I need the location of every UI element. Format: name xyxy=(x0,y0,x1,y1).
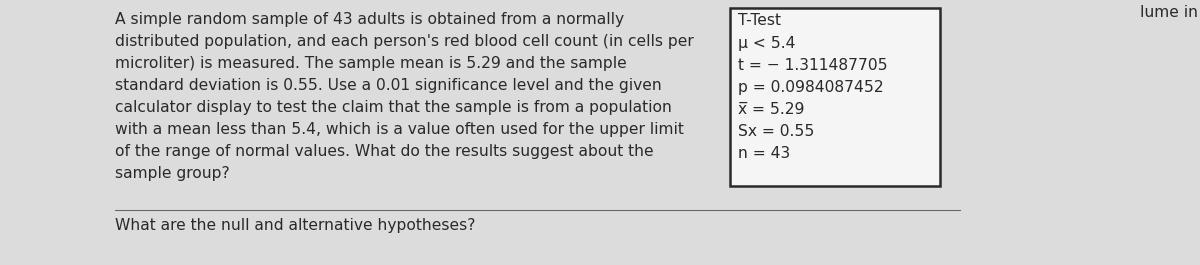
Text: t = − 1.311487705: t = − 1.311487705 xyxy=(738,58,888,73)
Text: lume in: lume in xyxy=(1140,5,1198,20)
Text: p = 0.0984087452: p = 0.0984087452 xyxy=(738,80,883,95)
Text: distributed population, and each person's red blood cell count (in cells per: distributed population, and each person'… xyxy=(115,34,694,49)
Text: standard deviation is 0.55. Use a 0.01 significance level and the given: standard deviation is 0.55. Use a 0.01 s… xyxy=(115,78,661,93)
Text: of the range of normal values. What do the results suggest about the: of the range of normal values. What do t… xyxy=(115,144,654,159)
Text: A simple random sample of 43 adults is obtained from a normally: A simple random sample of 43 adults is o… xyxy=(115,12,624,27)
Text: calculator display to test the claim that the sample is from a population: calculator display to test the claim tha… xyxy=(115,100,672,115)
Text: sample group?: sample group? xyxy=(115,166,229,181)
Bar xyxy=(730,8,940,186)
Text: x̅ = 5.29: x̅ = 5.29 xyxy=(738,102,804,117)
Text: μ < 5.4: μ < 5.4 xyxy=(738,36,796,51)
Text: T-Test: T-Test xyxy=(738,13,781,28)
Text: n = 43: n = 43 xyxy=(738,146,791,161)
Text: with a mean less than 5.4, which is a value often used for the upper limit: with a mean less than 5.4, which is a va… xyxy=(115,122,684,137)
Text: What are the null and alternative hypotheses?: What are the null and alternative hypoth… xyxy=(115,218,475,233)
Text: microliter) is measured. The sample mean is 5.29 and the sample: microliter) is measured. The sample mean… xyxy=(115,56,626,71)
Text: Sx = 0.55: Sx = 0.55 xyxy=(738,124,815,139)
